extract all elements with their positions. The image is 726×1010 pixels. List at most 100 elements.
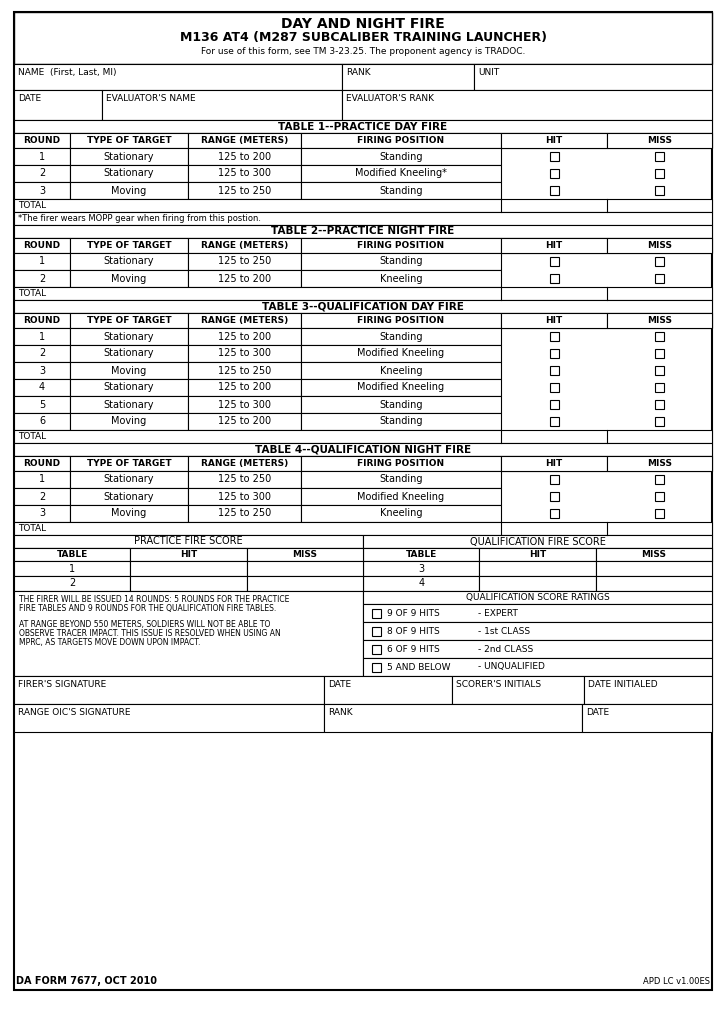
Bar: [550, 349, 558, 358]
Text: Kneeling: Kneeling: [380, 366, 423, 376]
Bar: [188, 182, 301, 199]
Text: TOTAL: TOTAL: [18, 289, 46, 298]
Text: FIRE TABLES AND 9 ROUNDS FOR THE QUALIFICATION FIRE TABLES.: FIRE TABLES AND 9 ROUNDS FOR THE QUALIFI…: [19, 604, 277, 612]
Bar: [301, 133, 501, 148]
Bar: [324, 704, 582, 732]
Bar: [188, 471, 301, 488]
Text: FIRING POSITION: FIRING POSITION: [357, 136, 444, 145]
Bar: [550, 274, 558, 283]
Bar: [301, 238, 501, 252]
Text: 125 to 200: 125 to 200: [218, 152, 271, 162]
Bar: [70, 379, 188, 396]
Bar: [550, 417, 558, 426]
Text: 125 to 300: 125 to 300: [218, 400, 271, 409]
Bar: [501, 133, 607, 148]
Text: 1: 1: [39, 475, 45, 485]
Text: FIRER'S SIGNATURE: FIRER'S SIGNATURE: [18, 680, 106, 689]
Bar: [14, 313, 70, 328]
Text: TABLE 4--QUALIFICATION NIGHT FIRE: TABLE 4--QUALIFICATION NIGHT FIRE: [255, 444, 471, 454]
Bar: [452, 676, 584, 704]
Text: Moving: Moving: [111, 416, 147, 426]
Bar: [301, 413, 501, 430]
Text: 1: 1: [39, 152, 45, 162]
Bar: [188, 379, 301, 396]
Text: TABLE 2--PRACTICE NIGHT FIRE: TABLE 2--PRACTICE NIGHT FIRE: [272, 226, 454, 236]
Bar: [301, 252, 501, 270]
Text: RANGE (METERS): RANGE (METERS): [201, 136, 288, 145]
Bar: [655, 417, 664, 426]
Bar: [14, 561, 131, 576]
Text: QUALIFICATION FIRE SCORE: QUALIFICATION FIRE SCORE: [470, 536, 605, 546]
Text: TYPE OF TARGET: TYPE OF TARGET: [86, 459, 171, 468]
Text: APD LC v1.00ES: APD LC v1.00ES: [643, 977, 710, 986]
Bar: [607, 313, 712, 328]
Bar: [550, 366, 558, 375]
Text: HIT: HIT: [545, 241, 563, 250]
Bar: [188, 345, 301, 362]
Text: AT RANGE BEYOND 550 METERS, SOLDIERS WILL NOT BE ABLE TO: AT RANGE BEYOND 550 METERS, SOLDIERS WIL…: [19, 620, 270, 629]
Text: RANGE (METERS): RANGE (METERS): [201, 459, 288, 468]
Bar: [14, 591, 363, 676]
Text: 3: 3: [39, 366, 45, 376]
Text: 8 OF 9 HITS: 8 OF 9 HITS: [387, 626, 440, 635]
Bar: [550, 475, 558, 484]
Text: 125 to 300: 125 to 300: [218, 169, 271, 179]
Bar: [363, 548, 712, 561]
Bar: [363, 576, 479, 591]
Bar: [70, 396, 188, 413]
Bar: [595, 548, 712, 561]
Text: 125 to 250: 125 to 250: [218, 257, 271, 267]
Text: 125 to 250: 125 to 250: [218, 366, 271, 376]
Text: Standing: Standing: [379, 475, 423, 485]
Text: 1: 1: [69, 564, 76, 574]
Text: EVALUATOR'S RANK: EVALUATOR'S RANK: [346, 94, 434, 103]
Text: DATE INITIALED: DATE INITIALED: [588, 680, 658, 689]
Bar: [70, 505, 188, 522]
Bar: [584, 676, 712, 704]
Text: 9 OF 9 HITS: 9 OF 9 HITS: [387, 608, 440, 617]
Bar: [14, 12, 712, 64]
Bar: [14, 396, 70, 413]
Bar: [188, 133, 301, 148]
Text: *The firer wears MOPP gear when firing from this postion.: *The firer wears MOPP gear when firing f…: [18, 214, 261, 223]
Text: HIT: HIT: [545, 459, 563, 468]
Bar: [247, 561, 363, 576]
Text: ROUND: ROUND: [23, 136, 60, 145]
Bar: [550, 257, 558, 266]
Text: Modified Kneeling: Modified Kneeling: [357, 348, 444, 359]
Bar: [14, 522, 712, 535]
Text: TABLE 1--PRACTICE DAY FIRE: TABLE 1--PRACTICE DAY FIRE: [279, 121, 447, 131]
Text: 125 to 200: 125 to 200: [218, 416, 271, 426]
Text: PRACTICE FIRE SCORE: PRACTICE FIRE SCORE: [134, 536, 242, 546]
Text: FIRING POSITION: FIRING POSITION: [357, 241, 444, 250]
Bar: [131, 576, 247, 591]
Bar: [70, 148, 188, 165]
Bar: [372, 626, 380, 635]
Bar: [14, 362, 70, 379]
Text: TYPE OF TARGET: TYPE OF TARGET: [86, 316, 171, 325]
Text: Moving: Moving: [111, 508, 147, 518]
Bar: [188, 252, 301, 270]
Bar: [655, 366, 664, 375]
Text: Modified Kneeling: Modified Kneeling: [357, 383, 444, 393]
Text: M136 AT4 (M287 SUBCALIBER TRAINING LAUNCHER): M136 AT4 (M287 SUBCALIBER TRAINING LAUNC…: [179, 31, 547, 44]
Bar: [607, 456, 712, 471]
Text: 3: 3: [418, 564, 424, 574]
Bar: [479, 548, 595, 561]
Text: DA FORM 7677, OCT 2010: DA FORM 7677, OCT 2010: [16, 976, 157, 986]
Bar: [188, 362, 301, 379]
Bar: [14, 133, 712, 148]
Text: QUALIFICATION SCORE RATINGS: QUALIFICATION SCORE RATINGS: [465, 593, 609, 602]
Text: Moving: Moving: [111, 366, 147, 376]
Bar: [301, 148, 501, 165]
Text: Stationary: Stationary: [104, 331, 154, 341]
Bar: [655, 400, 664, 409]
Text: HIT: HIT: [180, 550, 197, 559]
Text: MISS: MISS: [647, 459, 672, 468]
Bar: [14, 238, 712, 252]
Bar: [14, 90, 102, 120]
Bar: [301, 345, 501, 362]
Bar: [550, 169, 558, 178]
Text: Stationary: Stationary: [104, 152, 154, 162]
Bar: [501, 313, 607, 328]
